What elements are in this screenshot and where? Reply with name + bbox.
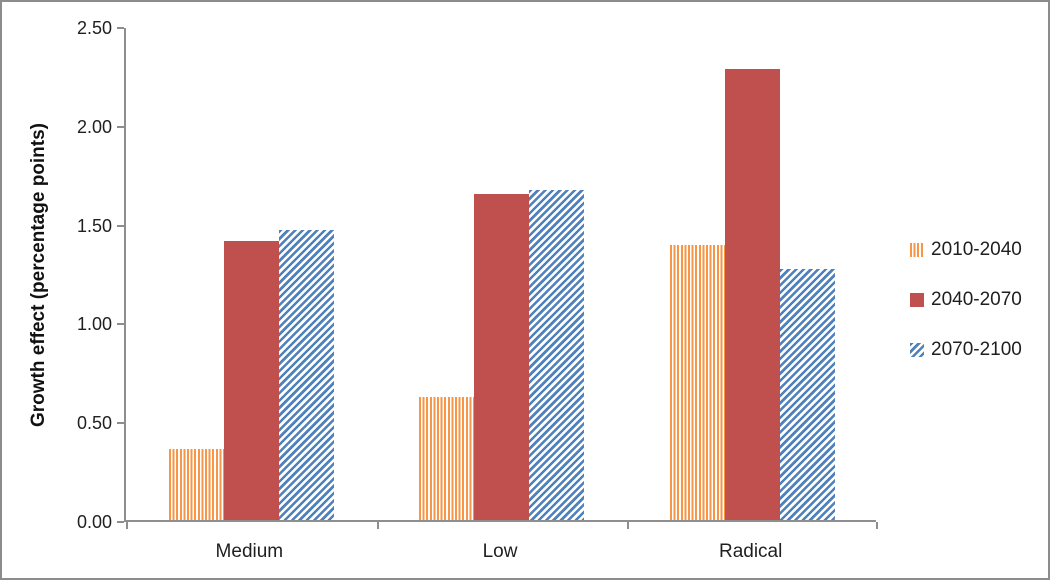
bar-radical-2040-2070 xyxy=(725,69,781,520)
x-axis-labels: Medium Low Radical xyxy=(124,541,876,563)
bar-radical-2070-2100 xyxy=(780,269,836,520)
bar-low-2070-2100 xyxy=(529,190,585,520)
bar-group-medium xyxy=(126,28,377,520)
bar-group-radical xyxy=(627,28,878,520)
y-tick-mark xyxy=(117,27,124,29)
legend: 2010-2040 2040-2070 2070-2100 xyxy=(910,239,1022,361)
x-category-label: Radical xyxy=(718,541,783,562)
x-tick-mark xyxy=(377,522,379,529)
y-tick-mark xyxy=(117,125,124,128)
legend-label: 2010-2040 xyxy=(931,239,1022,260)
y-tick-label: 0.00 xyxy=(76,512,112,532)
legend-swatch-icon xyxy=(910,343,924,357)
legend-item: 2070-2100 xyxy=(910,339,1022,361)
y-tick-label: 2.50 xyxy=(76,18,112,38)
bar-medium-2070-2100 xyxy=(278,230,334,520)
y-tick-mark xyxy=(117,521,124,523)
plot-area: 0.00 0.50 1.00 1.50 2.00 2.50 xyxy=(77,18,878,532)
x-tick-mark xyxy=(627,522,629,529)
y-tick-mark xyxy=(117,323,124,326)
legend-swatch-icon xyxy=(910,293,924,307)
bar-medium-2010-2040 xyxy=(168,449,224,520)
y-tick-mark xyxy=(117,224,124,227)
x-category-label: Medium xyxy=(215,541,284,562)
y-tick-label: 1.50 xyxy=(76,215,112,236)
y-tick-label: 2.00 xyxy=(76,116,112,137)
legend-swatch-icon xyxy=(910,243,924,257)
x-tick-mark xyxy=(126,522,128,529)
y-axis-title: Growth effect (percentage points) xyxy=(28,122,49,428)
bar-group-low xyxy=(377,28,628,520)
x-category-label: Low xyxy=(482,541,518,562)
legend-item: 2010-2040 xyxy=(910,239,1022,261)
y-tick-label: 1.00 xyxy=(76,314,112,335)
bar-low-2010-2040 xyxy=(419,397,475,520)
y-tick-mark xyxy=(117,422,124,425)
x-tick-mark xyxy=(876,522,878,529)
legend-item: 2040-2070 xyxy=(910,289,1022,311)
bar-radical-2010-2040 xyxy=(670,245,726,520)
legend-label: 2070-2100 xyxy=(931,339,1022,360)
y-tick-label: 0.50 xyxy=(76,413,112,434)
legend-label: 2040-2070 xyxy=(931,289,1022,310)
bar-low-2040-2070 xyxy=(474,194,530,520)
bar-medium-2040-2070 xyxy=(223,241,279,520)
